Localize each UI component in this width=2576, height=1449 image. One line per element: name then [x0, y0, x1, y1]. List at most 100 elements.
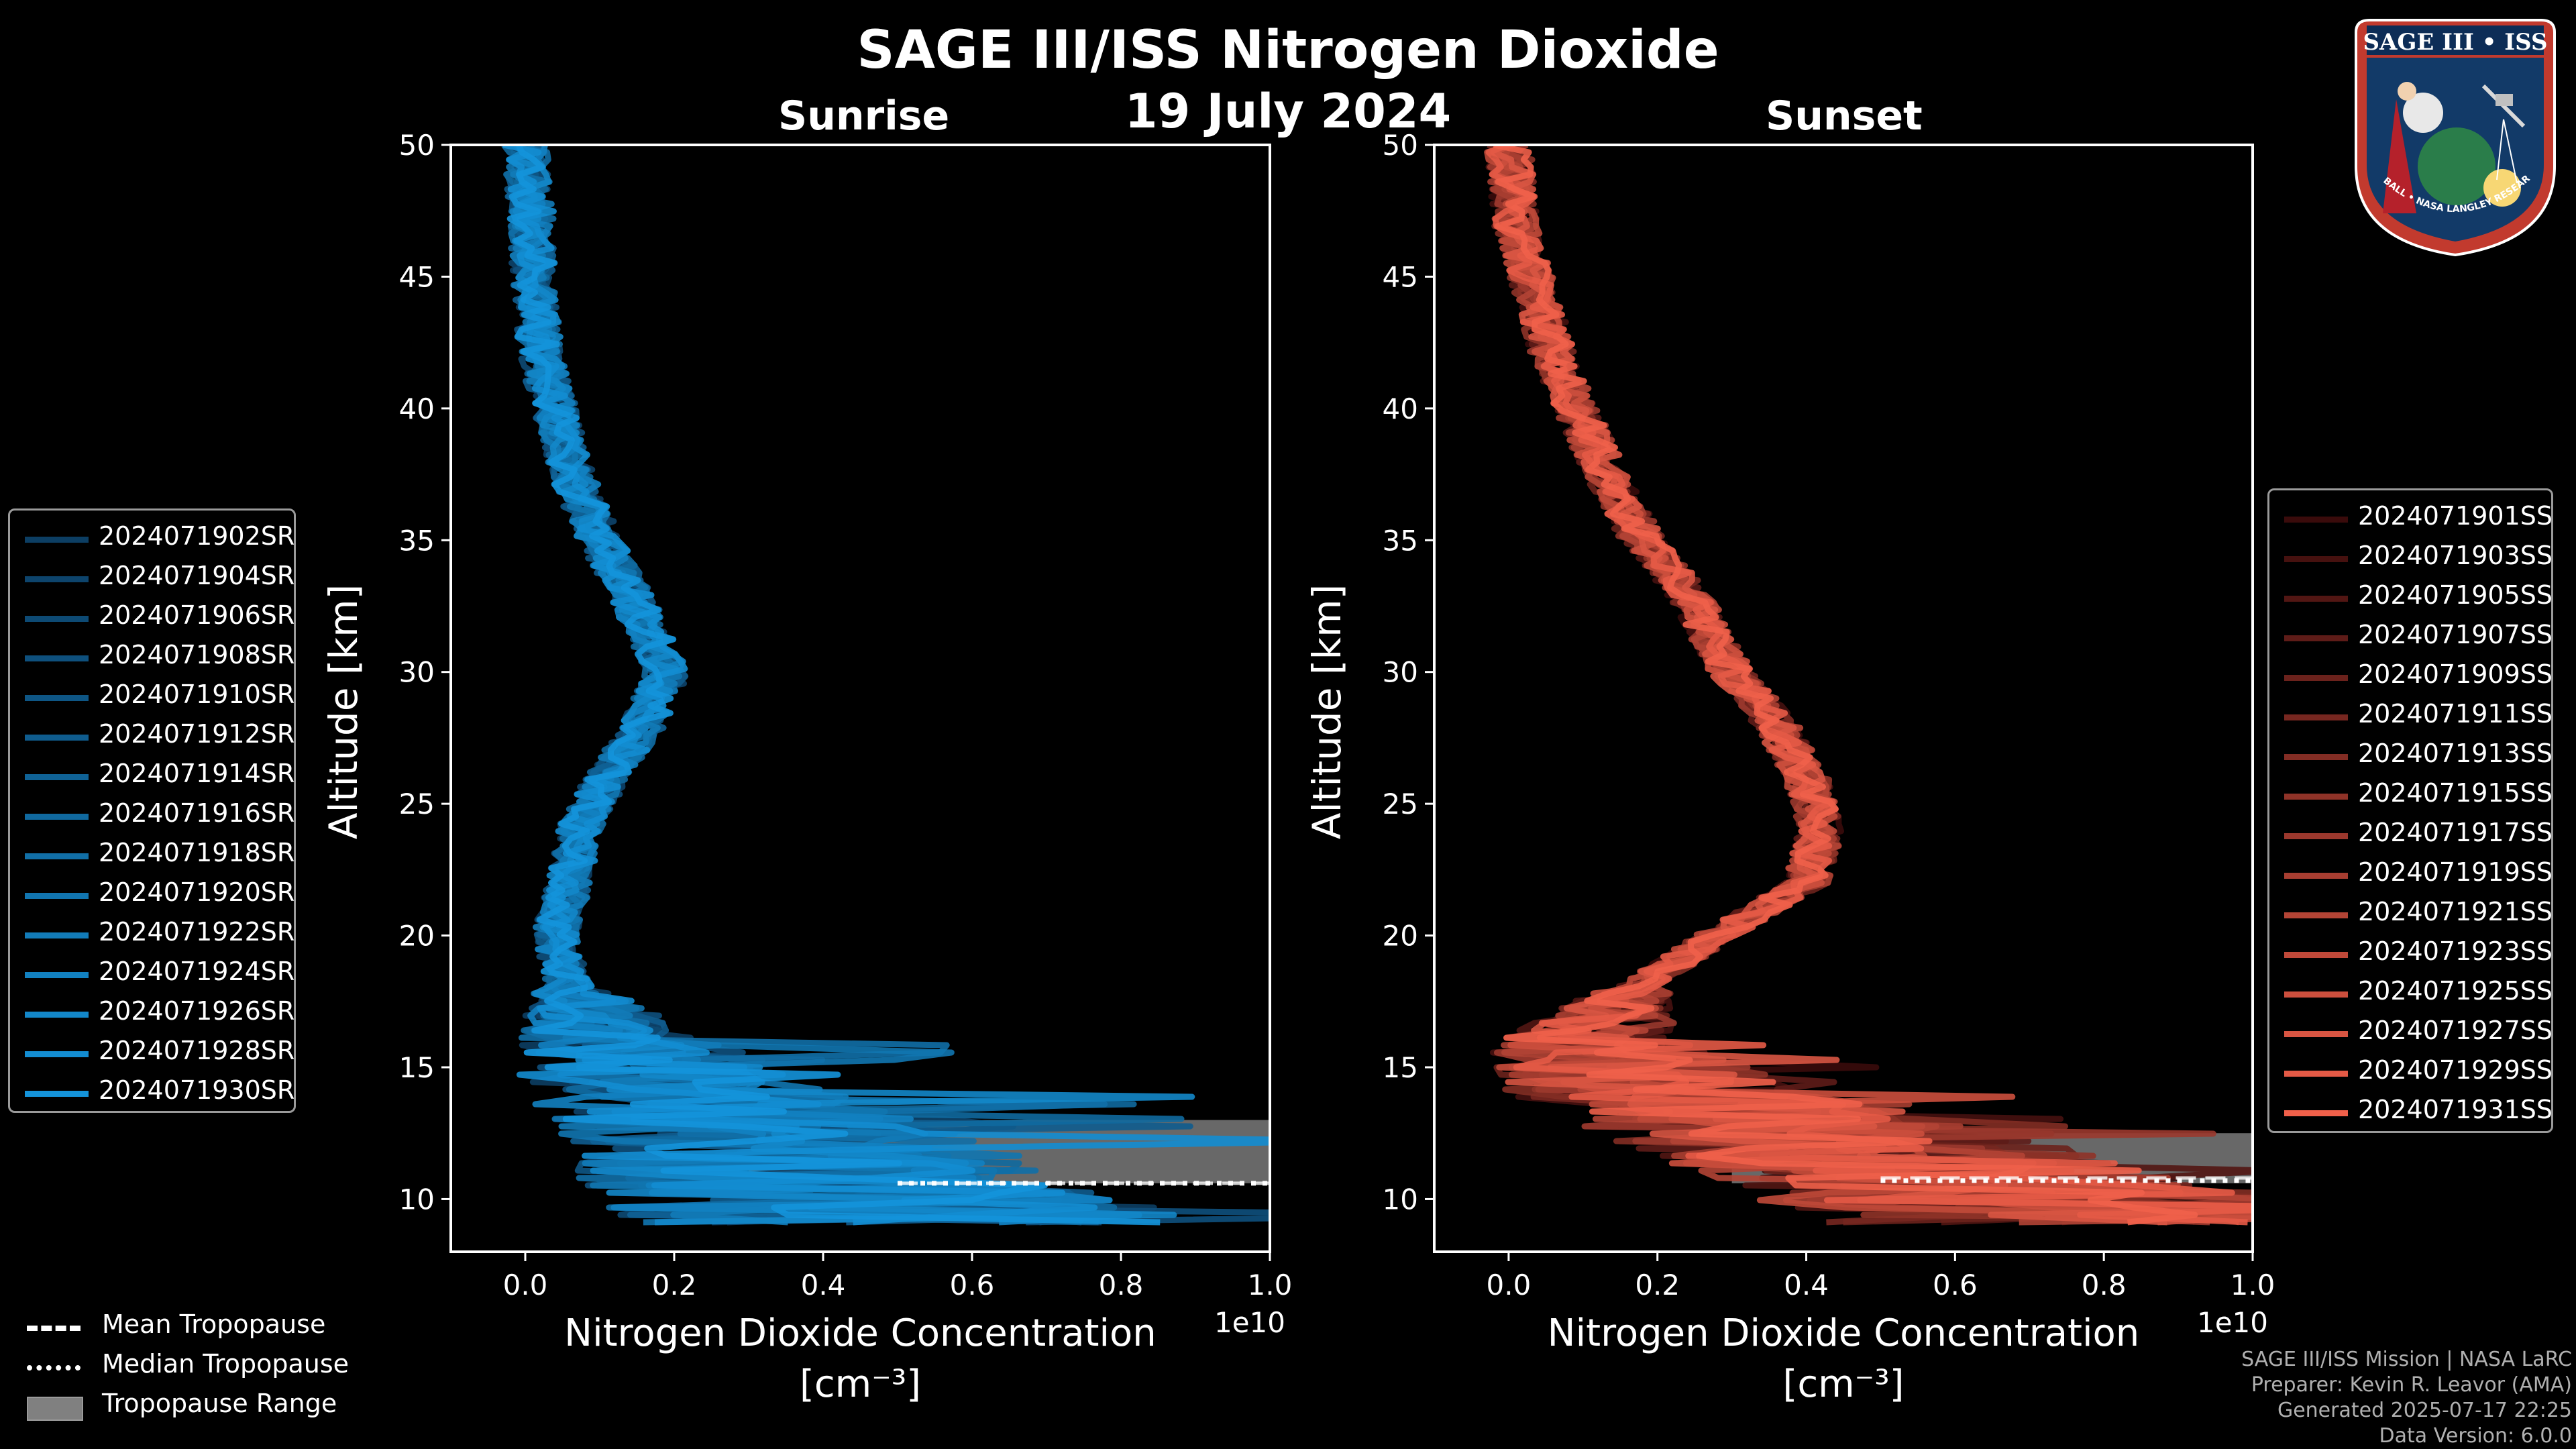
- sunset-legend-label: 2024071913SS: [2358, 739, 2553, 768]
- sunset-legend-swatch: [2284, 635, 2348, 641]
- sunrise-y-tick-label: 30: [399, 656, 435, 689]
- sunrise-legend-swatch: [25, 1091, 89, 1097]
- sunset-legend-label: 2024071905SS: [2358, 580, 2553, 610]
- page-title: SAGE III/ISS Nitrogen Dioxide: [857, 20, 1719, 80]
- sunrise-y-tick-label: 15: [399, 1051, 435, 1084]
- sunrise-legend-label: 2024071916SR: [99, 798, 295, 828]
- footer-credits: SAGE III/ISS Mission | NASA LaRC Prepare…: [2241, 1347, 2572, 1449]
- sunrise-panel: 0.0 0.2 0.4 0.6 0.8 1.0 10 15 20 25 30 35 40 45 50 1e10…: [321, 129, 1293, 1406]
- sunset-y-tick-label: 20: [1383, 920, 1418, 953]
- sunrise-plot-area: [501, 145, 1270, 1226]
- footer-line-1: SAGE III/ISS Mission | NASA LaRC: [2241, 1348, 2572, 1371]
- date-title: 19 July 2024: [1124, 84, 1452, 139]
- sunset-y-tick-label: 15: [1383, 1051, 1418, 1084]
- sunrise-legend-label: 2024071922SR: [99, 917, 295, 947]
- sunrise-x-axis-label: Nitrogen Dioxide Concentration: [564, 1311, 1157, 1355]
- sunset-legend-label: 2024071921SS: [2358, 897, 2553, 926]
- sunrise-legend-label: 2024071924SR: [99, 957, 295, 986]
- sunset-plot-frame: [1433, 144, 2254, 1253]
- sunrise-plot-frame: [449, 144, 1271, 1253]
- sunset-legend-label: 2024071925SS: [2358, 976, 2553, 1006]
- sunrise-legend-swatch: [25, 972, 89, 978]
- sunset-legend-label: 2024071907SS: [2358, 620, 2553, 649]
- sunrise-legend-swatch: [25, 576, 89, 582]
- sunset-legend-label: 2024071917SS: [2358, 818, 2553, 847]
- sunrise-legend-swatch: [25, 814, 89, 820]
- sunset-legend-swatch: [2284, 1110, 2348, 1116]
- sunrise-x-tick-label: 0.4: [801, 1269, 846, 1301]
- sunrise-x-tick-label: 0.8: [1099, 1269, 1144, 1301]
- sunrise-legend-label: 2024071928SR: [99, 1036, 295, 1065]
- sunrise-legend-swatch: [25, 1012, 89, 1018]
- sunset-y-axis-label: Altitude [km]: [1304, 584, 1350, 839]
- sunrise-y-tick-label: 45: [399, 260, 435, 293]
- sunrise-legend-label: 2024071910SR: [99, 680, 295, 709]
- sunrise-legend-label: 2024071920SR: [99, 877, 295, 907]
- sunrise-legend-swatch: [25, 695, 89, 701]
- sunrise-y-tick-label: 35: [399, 524, 435, 557]
- sunset-legend-swatch: [2284, 952, 2348, 958]
- mean-tropopause-swatch: [27, 1326, 80, 1331]
- sunset-x-tick-label: 0.6: [1933, 1269, 1978, 1301]
- sunrise-legend-swatch: [25, 537, 89, 543]
- sunset-legend-label: 2024071927SS: [2358, 1016, 2553, 1045]
- sunrise-legend-swatch: [25, 655, 89, 661]
- footer-line-4: Data Version: 6.0.0: [2379, 1424, 2572, 1448]
- sunset-legend-label: 2024071929SS: [2358, 1055, 2553, 1085]
- sunset-x-tick-label: 0.0: [1487, 1269, 1532, 1301]
- sunset-panel: 0.0 0.2 0.4 0.6 0.8 1.0 10 15 20 25 30 35 40 45 50 1e10…: [1304, 129, 2275, 1406]
- sunrise-legend-label: 2024071902SR: [99, 521, 295, 551]
- sunrise-legend-label: 2024071926SR: [99, 996, 295, 1026]
- sunset-x-tick-label: 0.4: [1784, 1269, 1829, 1301]
- sunset-legend-swatch: [2284, 714, 2348, 720]
- sunrise-legend-label: 2024071918SR: [99, 838, 295, 867]
- sunrise-legend-swatch: [25, 616, 89, 622]
- sunrise-x-tick-label: 0.0: [503, 1269, 548, 1301]
- sunset-legend-swatch: [2284, 873, 2348, 879]
- sunrise-subtitle: Sunrise: [778, 93, 950, 140]
- sunset-y-tick-label: 45: [1383, 260, 1418, 293]
- sunset-legend-swatch: [2284, 596, 2348, 602]
- sunset-profile-2024071923SS: [1484, 145, 2240, 1226]
- sunset-legend-swatch: [2284, 912, 2348, 918]
- sunrise-legend-label: 2024071906SR: [99, 600, 295, 630]
- sunset-legend-swatch: [2284, 1031, 2348, 1037]
- sunrise-x-tick-label: 0.2: [652, 1269, 697, 1301]
- sunrise-profile-2024071930SR: [506, 145, 1161, 1226]
- sunrise-y-tick-label: 25: [399, 788, 435, 820]
- sunset-legend-swatch: [2284, 517, 2348, 523]
- sunrise-legend-label: 2024071904SR: [99, 561, 295, 590]
- sunset-legend-label: 2024071901SS: [2358, 501, 2553, 531]
- sunset-y-tick-label: 10: [1383, 1183, 1418, 1216]
- sunset-legend-swatch: [2284, 794, 2348, 800]
- sunrise-legend-swatch: [25, 853, 89, 859]
- sunset-legend-swatch: [2284, 675, 2348, 681]
- sunset-plot-area: [1484, 145, 2253, 1226]
- sunset-y-tick-label: 30: [1383, 656, 1418, 689]
- sunrise-legend-swatch: [25, 1051, 89, 1057]
- sunset-x-axis-label: Nitrogen Dioxide Concentration: [1548, 1311, 2140, 1355]
- sunrise-y-tick-label: 20: [399, 920, 435, 953]
- sunset-legend-swatch: [2284, 833, 2348, 839]
- sage-iii-iss-logo: SAGE III • ISS BALL • NASA LANGLEY RESEA…: [2343, 12, 2556, 257]
- sunrise-legend-swatch: [25, 735, 89, 741]
- sunrise-x-axis-unit: [cm⁻³]: [800, 1362, 921, 1406]
- sunset-legend-label: 2024071923SS: [2358, 936, 2553, 966]
- sunrise-x-tick-label: 1.0: [1248, 1269, 1293, 1301]
- sunrise-legend-swatch: [25, 932, 89, 938]
- sunset-y-tick-label: 35: [1383, 524, 1418, 557]
- sunset-legend-label: 2024071919SS: [2358, 857, 2553, 887]
- footer-line-2: Preparer: Kevin R. Leavor (AMA): [2251, 1373, 2572, 1397]
- median-tropopause-swatch: [27, 1365, 80, 1371]
- footer-line-3: Generated 2025-07-17 22:25: [2277, 1399, 2572, 1422]
- sunrise-y-tick-label: 10: [399, 1183, 435, 1216]
- tropopause-range-swatch: [27, 1397, 83, 1421]
- sunrise-legend-label: 2024071930SR: [99, 1075, 295, 1105]
- sunset-y-tick-label: 25: [1383, 788, 1418, 820]
- logo-title-text: SAGE III • ISS: [2363, 29, 2547, 56]
- sunrise-x-offset-label: 1e10: [1214, 1306, 1285, 1339]
- tropopause-legend: Mean Tropopause Median Tropopause Tropop…: [20, 1308, 382, 1429]
- sunset-x-tick-label: 0.8: [2082, 1269, 2127, 1301]
- sunrise-x-tick-label: 0.6: [950, 1269, 995, 1301]
